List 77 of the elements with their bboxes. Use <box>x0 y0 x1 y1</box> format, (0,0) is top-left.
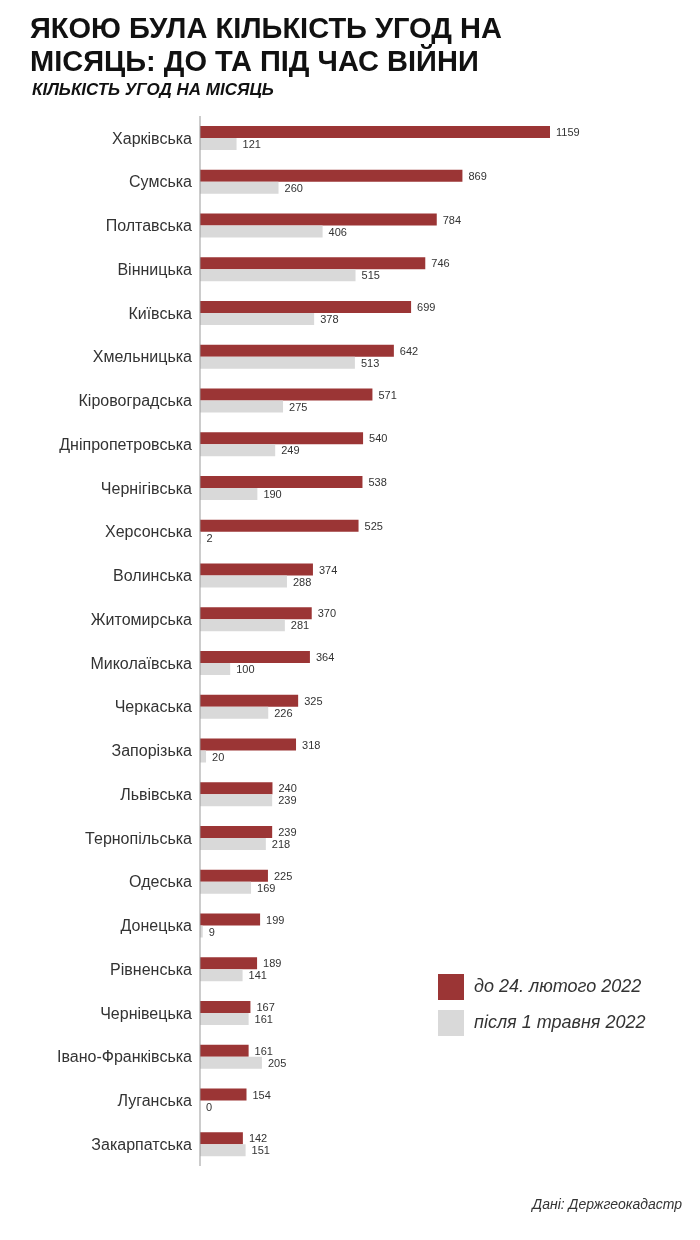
data-label: 190 <box>263 488 282 500</box>
data-label: 378 <box>320 313 339 325</box>
y-tick-label: Львівська <box>120 785 193 803</box>
data-label: 281 <box>290 619 310 632</box>
y-tick-label: Кіровоградська <box>78 392 193 410</box>
y-tick-label: Черкаська <box>114 698 193 716</box>
y-tick-label: Вінницька <box>117 260 193 278</box>
data-label: 374 <box>318 563 338 576</box>
data-label: 325 <box>304 694 323 707</box>
y-tick-label: Херсонська <box>105 523 193 541</box>
data-label: 218 <box>271 838 291 850</box>
data-label: 370 <box>317 607 337 620</box>
data-label: 239 <box>278 794 297 807</box>
y-tick-label: Рівненська <box>110 960 193 978</box>
y-tick-label: Запорізька <box>111 742 193 760</box>
legend-label: після 1 травня 2022 <box>474 1012 646 1032</box>
data-label: 100 <box>236 663 255 675</box>
data-label: 121 <box>242 138 261 150</box>
chart-subtitle: КІЛЬКІСТЬ УГОД НА МІСЯЦЬ <box>32 80 274 100</box>
data-label: 513 <box>360 356 380 369</box>
data-label: 515 <box>361 269 380 282</box>
y-tick-label: Хмельницька <box>92 348 193 366</box>
data-label: 525 <box>364 519 383 532</box>
data-label: 364 <box>315 651 335 663</box>
y-tick-label: Тернопільська <box>85 829 193 847</box>
data-label: 1159 <box>556 126 580 138</box>
data-label: 154 <box>252 1088 271 1101</box>
data-label: 161 <box>254 1013 273 1025</box>
data-label: 642 <box>399 344 419 357</box>
y-tick-label: Луганська <box>117 1092 193 1110</box>
y-tick-label: Миколаївська <box>90 654 193 672</box>
data-label: 151 <box>251 1144 270 1157</box>
data-label: 20 <box>212 750 225 763</box>
legend-label: до 24. лютого 2022 <box>474 976 642 996</box>
data-label: 571 <box>378 388 397 401</box>
y-tick-label: Полтавська <box>105 217 193 235</box>
data-label: 205 <box>267 1056 287 1069</box>
data-label: 275 <box>289 400 308 413</box>
data-label: 161 <box>254 1044 273 1057</box>
y-tick-label: Чернігівська <box>100 479 193 497</box>
y-tick-label: Донецька <box>120 917 193 935</box>
y-tick-label: Волинська <box>113 567 193 585</box>
data-label: 0 <box>206 1100 213 1113</box>
data-label: 784 <box>442 213 462 226</box>
text: Дані: Держгеокадастр <box>532 1196 682 1212</box>
data-label: 167 <box>256 1001 275 1013</box>
y-tick-label: Закарпатська <box>91 1135 193 1153</box>
data-label: 699 <box>417 301 436 313</box>
data-label: 226 <box>274 706 293 719</box>
data-label: 199 <box>266 913 285 926</box>
data-label: 249 <box>281 444 300 457</box>
data-label: 9 <box>208 925 215 938</box>
y-tick-label: Київська <box>128 304 193 322</box>
data-label: 406 <box>328 225 347 238</box>
data-label: 538 <box>368 476 387 488</box>
data-label: 240 <box>278 782 297 795</box>
data-label: 746 <box>431 257 450 270</box>
data-label: 142 <box>248 1132 268 1145</box>
data-label: 2 <box>206 531 213 544</box>
y-tick-label: Одеська <box>129 873 193 891</box>
chart-title: ЯКОЮ БУЛА КІЛЬКІСТЬ УГОД НА МІСЯЦЬ: ДО ТА ПІД ЧАС ВІЙНИ <box>30 12 503 78</box>
data-label: 318 <box>302 738 321 751</box>
data-label: 288 <box>292 575 312 588</box>
data-label: 225 <box>273 869 293 882</box>
y-tick-label: Чернівецька <box>100 1004 193 1022</box>
data-label: 141 <box>248 969 267 982</box>
data-label: 869 <box>468 169 487 182</box>
y-tick-label: Сумська <box>129 173 193 191</box>
data-label: 189 <box>263 957 282 970</box>
data-label: 260 <box>284 181 303 194</box>
data-label: 540 <box>369 432 388 445</box>
y-tick-label: Житомирська <box>90 610 193 628</box>
y-tick-label: Дніпропетровська <box>59 435 193 453</box>
y-tick-label: Харківська <box>112 129 193 147</box>
y-tick-label: Івано-Франківська <box>57 1048 193 1066</box>
data-label: 239 <box>278 826 297 838</box>
data-label: 169 <box>257 881 276 894</box>
